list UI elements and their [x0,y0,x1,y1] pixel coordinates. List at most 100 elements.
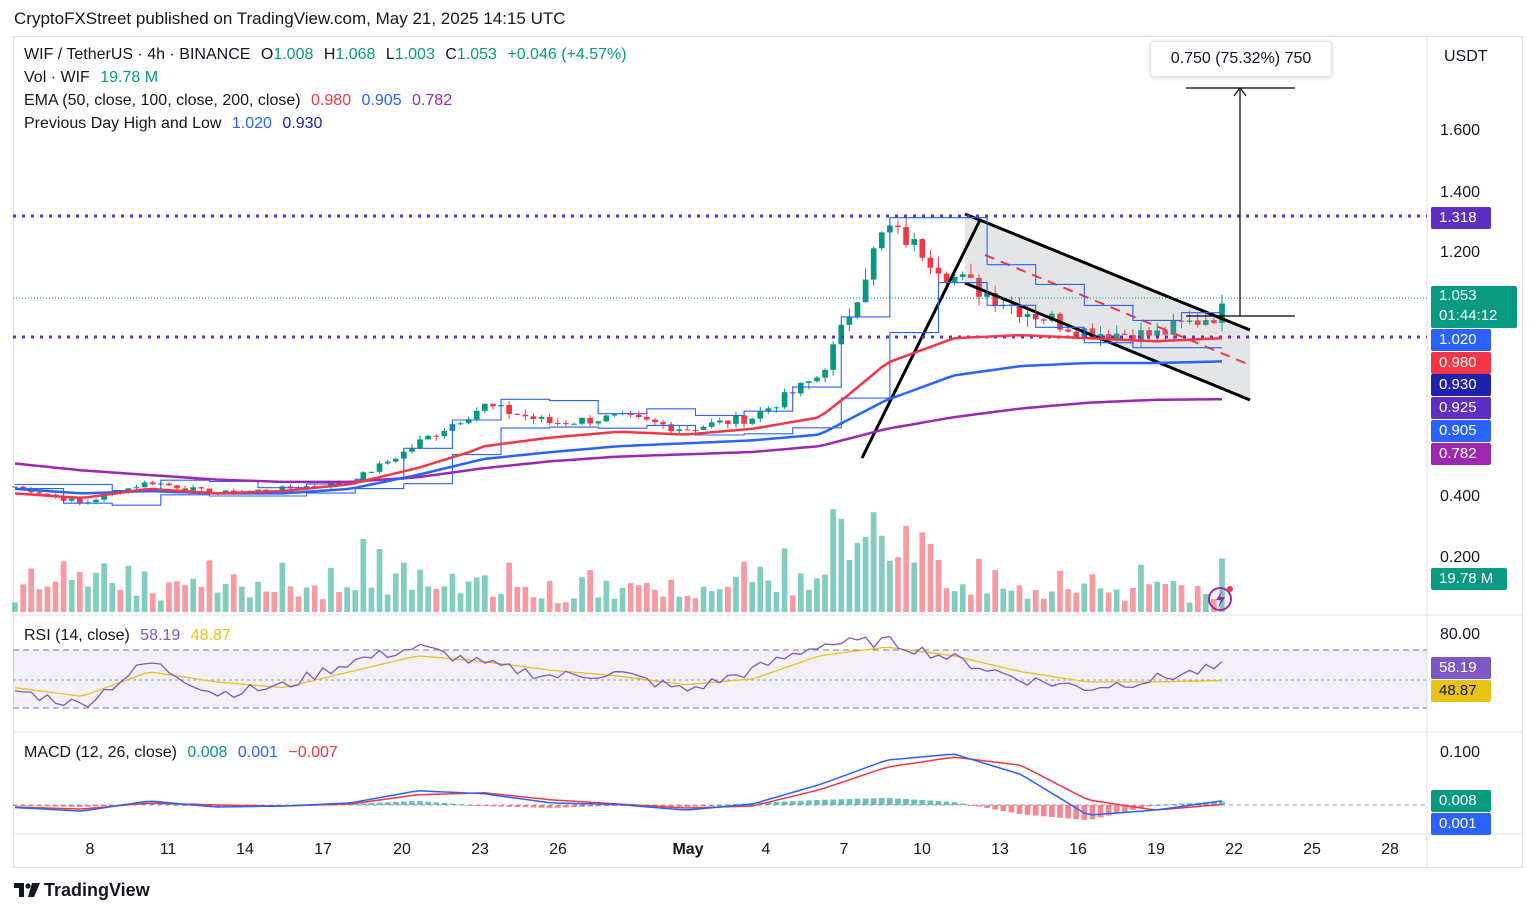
candle [895,225,901,228]
volume-bar [660,596,666,612]
macd-hist-bar [1154,804,1161,806]
tag-last-price: 1.053 01:44:12 [1431,286,1517,328]
ema100-line [14,360,1223,495]
volume-bar [668,579,674,612]
volume-bar [255,581,261,612]
x-tick: 17 [314,841,332,858]
candle [951,276,958,282]
macd-hist-bar [400,801,407,805]
currency-label[interactable]: USDT [1444,48,1488,65]
macd-hist-bar [1162,804,1169,806]
volume-bar [28,568,35,612]
macd-hist-bar [1105,805,1112,816]
macd-hist-bar [174,804,180,806]
macd-hist-bar [1057,805,1063,818]
macd-hist-bar [830,799,837,805]
volume-bar [76,572,83,612]
candle [360,472,367,482]
macd-hist-bar [514,805,521,808]
candle [425,435,431,440]
candle [611,413,618,416]
volume-bar [1194,585,1201,612]
legend-signal-value: 0.001 [237,744,278,761]
macd-hist-bar [838,799,845,805]
volume-bar [635,585,642,612]
measure-label[interactable]: 0.750 (75.32%) 750 [1150,41,1332,77]
candle [538,416,545,419]
candle [465,419,472,424]
legend-ema[interactable]: EMA (50, close, 100, close, 200, close) … [24,92,458,110]
legend-low: L1.003 [385,46,435,63]
candle [279,486,286,492]
macd-hist-bar [927,800,934,805]
volume-bar [182,585,188,612]
volume-bar [976,558,982,612]
volume-bar [230,574,237,612]
macd-line [14,753,1223,816]
tag-rsi: 58.19 [1431,657,1491,679]
volume-bar [644,582,650,612]
volume-bar [190,578,197,612]
legend-symbol[interactable]: WIF / TetherUS · 4h · BINANCE O1.008 H1.… [24,46,633,64]
volume-bar [741,561,747,612]
legend-rsi[interactable]: RSI (14, close) 58.19 48.87 [24,627,237,645]
volume-bar [352,590,359,612]
candle [44,493,51,495]
volume-bar [93,573,99,612]
macd-hist-bar [457,804,464,806]
volume-bar [1178,585,1185,612]
candle [676,429,683,432]
candle [141,482,148,488]
candle [473,410,480,420]
volume-bar [1057,570,1063,612]
volume-bar [708,591,715,612]
legend-volume[interactable]: Vol · WIF 19.78 M [24,69,164,87]
candle [1113,333,1120,339]
volume-bar [806,589,812,612]
rsi-band [13,650,1427,708]
volume-bar [563,602,569,612]
macd-hist-bar [887,798,893,805]
volume-bar [733,576,739,612]
tag-ema100: 0.905 [1431,420,1491,442]
legend-macd[interactable]: MACD (12, 26, close) 0.008 0.001 −0.007 [24,744,344,762]
candle [1162,330,1169,335]
macd-hist-bar [1008,805,1015,813]
volume-bar [627,583,634,612]
volume-bar [684,595,691,612]
macd-hist-bar [433,802,440,805]
candle [806,381,812,383]
candle [441,430,448,437]
volume-bar [85,586,91,612]
volume-bar [101,563,107,612]
macd-hist-bar [814,800,820,805]
prev-day-low-line [15,282,1222,506]
volume-bar [1032,590,1039,612]
macd-hist-bar [1121,805,1128,812]
volume-bar [1138,564,1144,612]
candle [1097,334,1104,339]
candle [198,487,205,489]
volume-bar [417,569,423,612]
macd-hist-bar [733,803,739,805]
candle [741,415,747,424]
x-tick: 11 [159,841,177,858]
candle [595,421,602,424]
macd-hist-bar [425,801,431,805]
macd-signal-line [14,756,1223,811]
volume-bar [360,538,367,612]
candle [417,439,423,448]
volume-bar [749,582,755,612]
x-tick: 13 [991,841,1009,858]
volume-bar [368,587,375,612]
x-tick: 25 [1303,841,1321,858]
volume-bar [1081,583,1088,612]
legend-pdhl[interactable]: Previous Day High and Low 1.020 0.930 [24,115,328,133]
tradingview-logo[interactable]: TradingView [14,880,150,901]
volume-bar [1186,602,1193,612]
flag-upper-line [964,212,1251,332]
macd-hist-bar [1186,803,1193,805]
volume-bar [587,570,593,612]
tag-pdh: 1.020 [1431,329,1491,351]
